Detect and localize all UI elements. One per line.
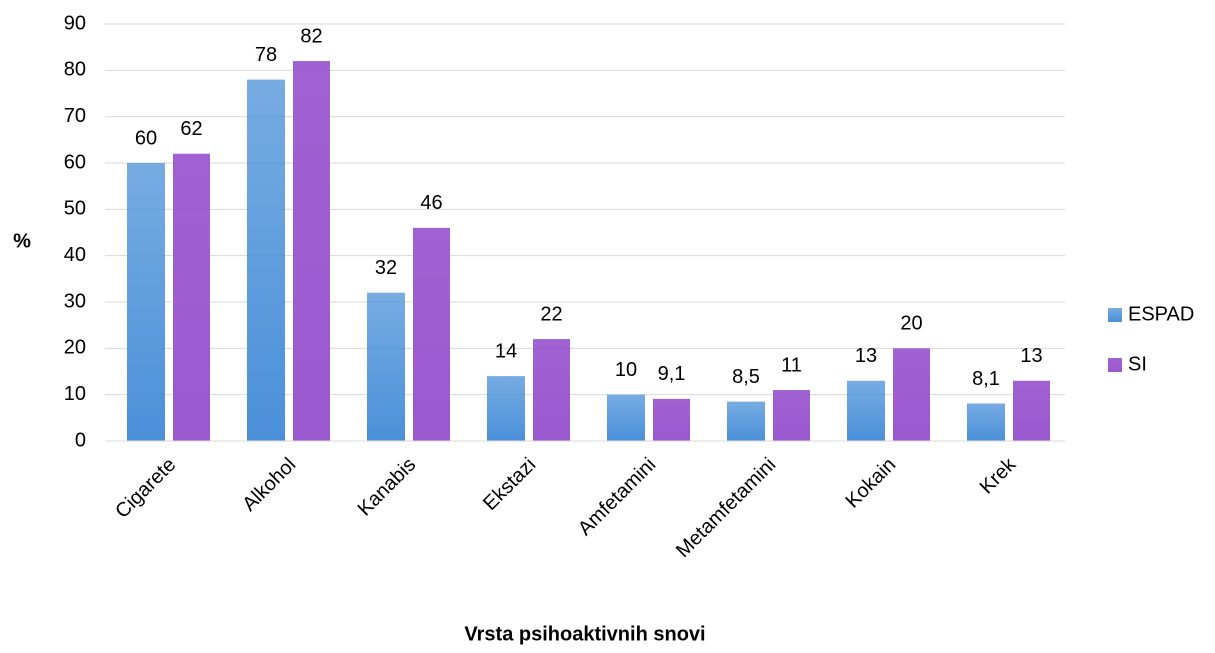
y-tick-label: 20 (64, 337, 86, 359)
bar (653, 398, 690, 441)
data-label: 78 (255, 44, 277, 66)
data-label: 9,1 (658, 363, 686, 385)
legend-swatch (1108, 308, 1122, 322)
bar (293, 61, 330, 442)
bar (487, 376, 525, 441)
legend-swatch (1108, 358, 1122, 372)
y-tick-label: 40 (64, 244, 86, 266)
y-tick-label: 50 (64, 198, 86, 220)
data-label: 8,5 (732, 366, 760, 388)
bar (847, 380, 885, 441)
x-tick-label: Kokain (841, 454, 900, 513)
x-tick-label: Alkohol (238, 454, 300, 516)
bar (1013, 380, 1050, 441)
x-tick-label: Kanabis (354, 454, 421, 521)
y-tick-label: 90 (64, 12, 86, 34)
x-tick-label: Cigarete (111, 454, 180, 523)
data-label: 22 (540, 303, 562, 325)
bar (127, 163, 165, 441)
y-tick-label: 70 (64, 105, 86, 127)
x-tick-label: Metamfetamini (672, 454, 780, 562)
bar (607, 394, 645, 441)
x-tick-label: Ekstazi (479, 454, 540, 515)
bar (967, 403, 1005, 441)
data-label: 62 (180, 118, 202, 140)
data-label: 60 (135, 127, 157, 149)
legend-label: ESPAD (1128, 303, 1194, 325)
bar (247, 79, 285, 441)
data-label: 14 (495, 340, 517, 362)
data-label: 8,1 (972, 368, 1000, 390)
data-label: 32 (375, 257, 397, 279)
y-tick-label: 10 (64, 383, 86, 405)
x-axis-title: Vrsta psihoaktivnih snovi (464, 623, 705, 645)
x-tick-label: Krek (976, 453, 1021, 498)
y-axis-title: % (13, 230, 31, 252)
y-tick-label: 60 (64, 151, 86, 173)
bar (533, 339, 570, 441)
data-label: 20 (900, 313, 922, 335)
bar (367, 292, 405, 441)
data-label: 46 (420, 192, 442, 214)
data-label: 82 (300, 25, 322, 47)
y-tick-label: 30 (64, 290, 86, 312)
data-label: 10 (615, 359, 637, 381)
bar (727, 401, 765, 441)
data-label: 11 (781, 354, 802, 376)
bar (773, 390, 810, 441)
bar (893, 348, 930, 441)
bar (413, 227, 450, 441)
y-tick-label: 0 (75, 429, 86, 451)
data-label: 13 (855, 345, 877, 367)
data-label: 13 (1020, 345, 1042, 367)
legend-label: SI (1128, 353, 1147, 375)
x-tick-label: Amfetamini (574, 454, 660, 540)
bar (173, 153, 210, 441)
y-tick-label: 80 (64, 59, 86, 81)
